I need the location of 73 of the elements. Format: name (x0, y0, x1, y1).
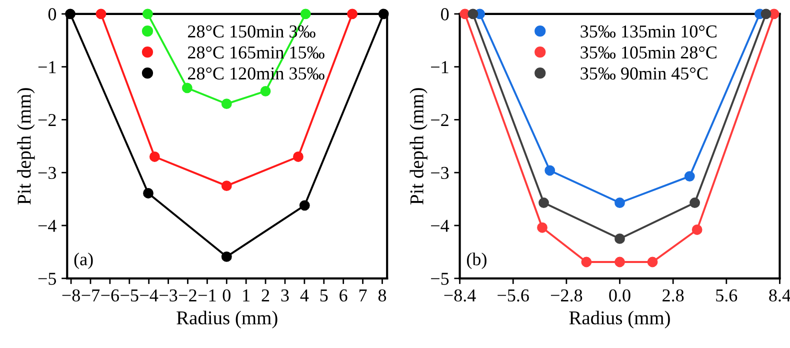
x-tick-label: −2.8 (550, 289, 582, 302)
point (149, 152, 160, 162)
point (182, 82, 192, 94)
point (299, 200, 310, 211)
x-tick-label: −2 (179, 289, 196, 302)
y-axis-title: Pit depth (mm) (410, 88, 428, 204)
x-tick-label: 2.8 (662, 289, 684, 302)
y-tick-label: 0 (48, 8, 56, 20)
point (221, 180, 232, 192)
legend-label: 35‰ 105min 28°C (580, 46, 716, 59)
point (142, 8, 153, 20)
point (300, 8, 311, 20)
x-tick-label: 2 (262, 289, 270, 302)
point (581, 256, 592, 268)
point (692, 224, 702, 235)
x-tick-label: −1 (198, 289, 216, 302)
x-axis-title: Radius (mm) (176, 310, 278, 328)
y-tick-label: −5 (38, 272, 56, 285)
point (293, 152, 304, 162)
y-tick-label: −1 (431, 61, 448, 74)
point (143, 188, 154, 198)
x-tick-label: −5.6 (498, 289, 529, 302)
point (537, 222, 548, 233)
point (690, 198, 700, 208)
legend-label: 35‰ 90min 45°C (580, 67, 708, 80)
point (647, 256, 658, 268)
x-tick-label: 0.0 (609, 289, 630, 302)
x-tick-label: −4 (140, 289, 158, 302)
y-tick-label: −2 (38, 114, 56, 126)
x-tick-label: 6 (340, 289, 348, 302)
x-tick-label: 3 (281, 289, 289, 302)
y-tick-label: −1 (38, 61, 56, 74)
x-tick-label: −5 (120, 290, 138, 302)
legend-label: 28°C 165min 15‰ (188, 46, 324, 59)
point (614, 256, 625, 268)
x-tick-label: −6 (101, 289, 120, 302)
x-tick-label: 1 (243, 289, 250, 302)
y-tick-label: −2 (431, 114, 448, 126)
point (614, 234, 625, 244)
point (614, 198, 625, 208)
point (96, 8, 106, 20)
point (538, 198, 549, 208)
y-axis-title: Pit depth (mm) (17, 88, 35, 204)
x-tick-label: −3 (160, 289, 178, 302)
point (760, 8, 772, 20)
annotation: (a) (74, 252, 93, 270)
point (684, 171, 695, 182)
y-tick-label: −3 (38, 166, 56, 180)
x-tick-label: −8.4 (444, 289, 476, 302)
point (347, 8, 358, 20)
legend-label: 35‰ 135min 10°C (580, 25, 716, 38)
point (544, 165, 556, 176)
y-tick-label: 0 (441, 8, 449, 20)
y-tick-label: −5 (431, 272, 449, 285)
x-tick-label: 0 (222, 289, 230, 302)
y-tick-label: −4 (431, 220, 450, 232)
x-tick-label: 5 (320, 290, 328, 302)
x-tick-label: 5.6 (716, 289, 738, 302)
annotation: (b) (466, 252, 486, 270)
x-tick-label: 4 (300, 289, 309, 302)
point (378, 8, 389, 20)
y-tick-label: −3 (431, 166, 449, 180)
point (260, 86, 271, 96)
x-tick-label: 7 (359, 290, 367, 302)
x-axis-title: Radius (mm) (569, 310, 670, 328)
y-tick-label: −4 (38, 220, 56, 232)
point (468, 8, 478, 20)
point (221, 252, 232, 262)
point (65, 8, 76, 20)
x-tick-label: −7 (82, 290, 100, 302)
x-tick-label: 8 (378, 289, 386, 302)
point (221, 98, 232, 110)
x-tick-label: −8 (62, 289, 80, 302)
